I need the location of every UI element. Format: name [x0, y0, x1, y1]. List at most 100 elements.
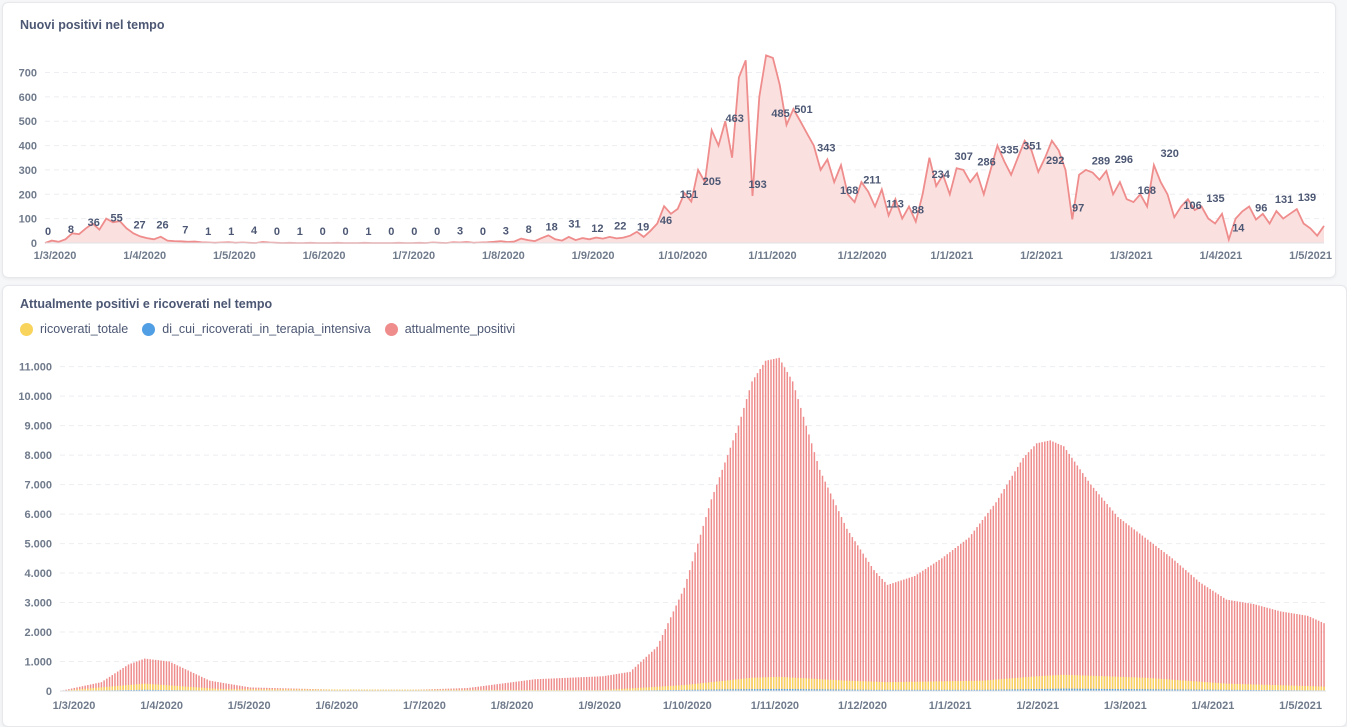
bar: [835, 680, 836, 691]
bar: [1012, 678, 1013, 691]
bar: [1085, 676, 1086, 691]
bar: [1074, 462, 1075, 691]
bar: [618, 674, 619, 691]
bar: [1302, 615, 1303, 691]
data-label: 320: [1160, 148, 1178, 160]
bar: [1044, 442, 1045, 691]
bar: [795, 678, 796, 691]
bar: [868, 681, 869, 691]
bar: [854, 541, 855, 691]
bar: [849, 533, 850, 691]
bar: [1207, 587, 1208, 691]
data-label: 0: [411, 226, 417, 238]
data-label: 3: [503, 225, 509, 237]
bar: [1239, 602, 1240, 691]
bar: [984, 680, 985, 691]
bar: [1274, 685, 1275, 691]
bar: [740, 417, 741, 691]
bar: [732, 440, 733, 691]
bar: [819, 679, 820, 691]
bar: [822, 476, 823, 691]
bar: [811, 443, 812, 691]
bar: [1299, 614, 1300, 691]
bar: [971, 681, 972, 691]
bar: [1256, 605, 1257, 691]
data-label: 131: [1275, 194, 1293, 206]
bar: [1190, 681, 1191, 691]
bar: [770, 677, 771, 691]
bar: [787, 677, 788, 691]
data-label: 193: [748, 179, 766, 191]
bar: [830, 680, 831, 691]
bar: [811, 679, 812, 691]
bar: [865, 558, 866, 691]
bar: [1166, 679, 1167, 691]
bar: [651, 652, 652, 691]
bar: [841, 517, 842, 691]
bar: [1220, 596, 1221, 691]
bar: [987, 513, 988, 691]
bar: [938, 681, 939, 691]
bar: [1025, 455, 1026, 691]
bar: [1169, 680, 1170, 692]
data-label: 343: [817, 142, 835, 154]
bar: [656, 647, 657, 691]
bar: [900, 580, 901, 691]
y-tick-label: 100: [19, 214, 37, 226]
bar: [515, 682, 516, 691]
bar: [1315, 619, 1316, 691]
bar: [982, 681, 983, 691]
bar: [627, 672, 628, 691]
bar: [521, 681, 522, 691]
bar: [559, 678, 560, 691]
bar: [1028, 452, 1029, 691]
bar: [1180, 565, 1181, 691]
data-label: 351: [1023, 141, 1041, 153]
x-tick-label: 1/2/2021: [1020, 250, 1063, 262]
bar: [806, 678, 807, 691]
bar: [572, 678, 573, 691]
bar: [694, 552, 695, 691]
bar: [697, 544, 698, 691]
bar: [843, 523, 844, 691]
bar: [1199, 682, 1200, 691]
y-tick-label: 1.000: [24, 657, 52, 669]
bar: [909, 578, 910, 691]
bar: [675, 605, 676, 691]
bar: [952, 550, 953, 691]
bar: [1274, 610, 1275, 691]
bar: [860, 681, 861, 691]
bar: [1234, 601, 1235, 691]
bar: [892, 682, 893, 691]
data-label: 96: [1255, 203, 1267, 215]
bar: [873, 570, 874, 691]
bar: [1291, 613, 1292, 691]
y-tick-label: 8.000: [24, 450, 52, 462]
bar: [610, 675, 611, 691]
bar: [1068, 675, 1069, 691]
bar: [846, 529, 847, 691]
bar: [1039, 443, 1040, 691]
bar: [1302, 686, 1303, 691]
data-label: 26: [156, 220, 168, 232]
bar: [955, 548, 956, 691]
bar: [974, 531, 975, 691]
bar: [1177, 680, 1178, 691]
bar: [1285, 685, 1286, 691]
bar: [936, 681, 937, 691]
bar: [730, 448, 731, 691]
bar: [849, 681, 850, 691]
bar: [597, 676, 598, 691]
bar: [759, 677, 760, 691]
bar: [738, 426, 739, 691]
bar: [1109, 507, 1110, 691]
bar: [640, 662, 641, 691]
bar: [1104, 501, 1105, 691]
bar: [1082, 675, 1083, 691]
bar: [941, 558, 942, 691]
bar: [890, 584, 891, 691]
bar: [1153, 544, 1154, 691]
bar: [540, 679, 541, 691]
bar: [1066, 675, 1067, 691]
bar: [1277, 611, 1278, 691]
